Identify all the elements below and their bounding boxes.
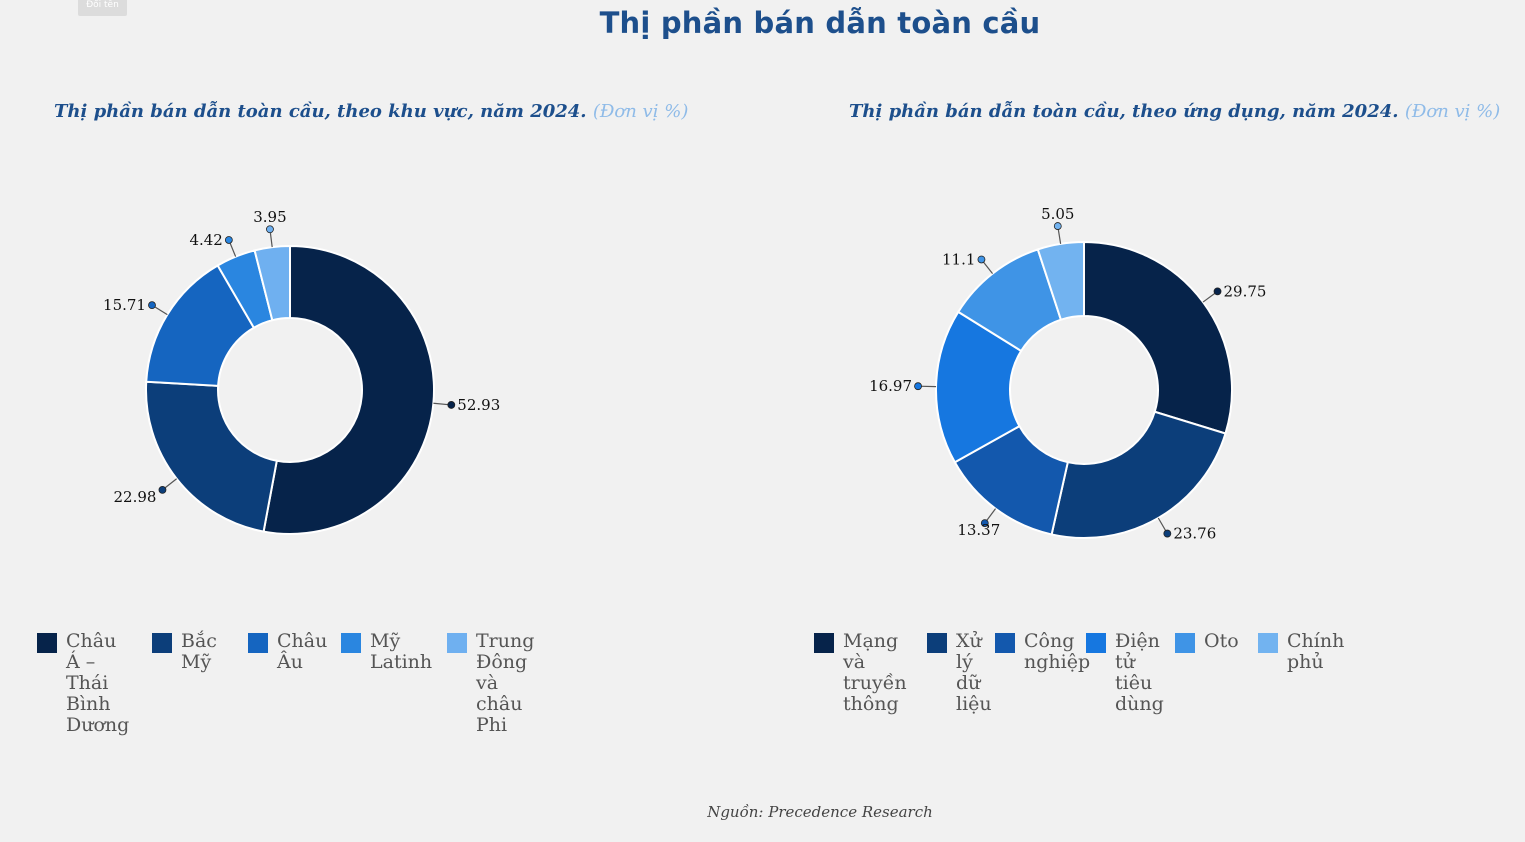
data-label: 5.05 [1041,205,1074,223]
donut-slice[interactable] [1036,240,1085,321]
legend-label: Điện tử tiêu dùng [1115,630,1164,715]
chart-unit: (Đơn vị %) [1404,101,1501,122]
legend-label: Oto [1204,630,1239,652]
data-label: 15.71 [103,296,146,314]
chart-title-text: Thị phần bán dẫn toàn cầu, theo khu vực,… [54,101,587,122]
legend-swatch [152,633,172,653]
legend-swatch [447,633,467,653]
label-marker [977,255,986,264]
data-label: 16.97 [869,377,912,395]
legend-label: Mỹ Latinh [370,630,433,673]
legend-label: Bắc Mỹ [181,630,217,673]
label-marker [1053,222,1062,230]
legend-label: Trung Đông và châu Phi [476,630,535,736]
data-label: 4.42 [189,231,222,249]
chart-title-text: Thị phần bán dẫn toàn cầu, theo ứng dụng… [849,101,1399,122]
legend-swatch [927,633,947,653]
legend-label: Châu Á – Thái Bình Dương [66,630,130,736]
data-label: 13.37 [957,521,1000,539]
label-marker [1163,529,1172,538]
donut-slice[interactable] [262,244,435,535]
label-marker [148,301,156,310]
label-marker [914,382,922,391]
legend-label: Công nghiệp [1024,630,1091,673]
chart-title-region: Thị phần bán dẫn toàn cầu, theo khu vực,… [54,101,688,122]
label-marker [224,236,233,244]
legend-swatch [995,633,1015,653]
data-label: 3.95 [253,208,286,226]
legend-swatch [1258,633,1278,653]
legend-label: Xử lý dữ liệu [956,630,992,715]
legend-swatch [814,633,834,653]
data-label: 52.93 [457,396,500,414]
data-label: 29.75 [1224,282,1267,300]
legend-swatch [37,633,57,653]
donut-slice[interactable] [1083,240,1233,435]
donut-slice[interactable] [1050,410,1227,539]
legend-label: Chính phủ [1287,630,1345,673]
legend-label: Châu Âu [277,630,328,673]
page-title: Thị phần bán dẫn toàn cầu [599,6,1041,40]
chart-title-application: Thị phần bán dẫn toàn cầu, theo ứng dụng… [849,101,1500,122]
donut-slice[interactable] [253,244,291,322]
source-note: Nguồn: Precedence Research [707,803,933,821]
label-marker [1213,287,1222,296]
data-label: 23.76 [1173,525,1216,543]
label-marker [980,519,989,527]
donut-slice[interactable] [145,380,278,533]
legend-swatch [248,633,268,653]
legend-swatch [1175,633,1195,653]
legend-label: Mạng và truyền thông [843,630,907,715]
label-marker [447,401,456,409]
data-label: 11.1 [942,250,975,268]
data-label: 22.98 [114,488,157,506]
label-marker [158,485,167,494]
legend-swatch [1086,633,1106,653]
chart-unit: (Đơn vị %) [592,101,689,122]
label-marker [266,225,274,234]
legend-swatch [341,633,361,653]
rename-button[interactable]: Đổi tên [78,0,127,16]
